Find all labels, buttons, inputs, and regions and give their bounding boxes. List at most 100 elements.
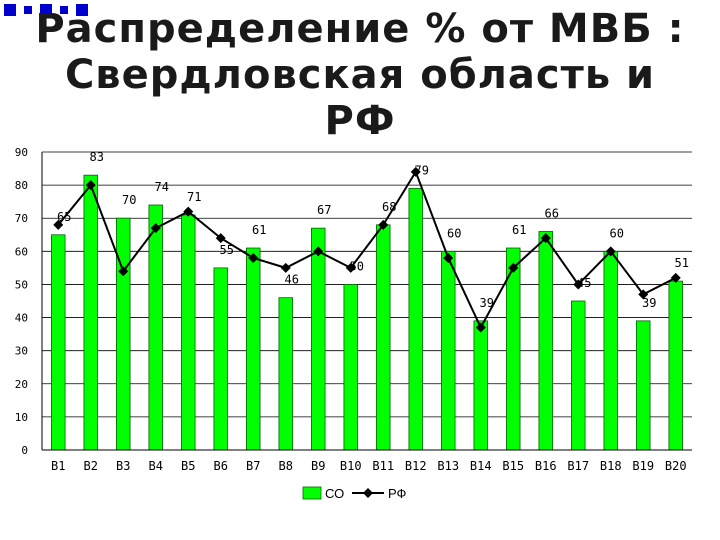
x-tick-label: В10 bbox=[340, 459, 362, 473]
bar-data-label: 61 bbox=[512, 223, 526, 237]
line-marker bbox=[410, 166, 421, 177]
bar bbox=[116, 217, 131, 451]
bar-data-label: 71 bbox=[187, 190, 201, 204]
bar-data-label: 46 bbox=[285, 273, 299, 287]
line-marker bbox=[670, 272, 681, 283]
line-path bbox=[57, 169, 677, 330]
x-tick-label: В12 bbox=[405, 459, 427, 473]
bar bbox=[538, 231, 553, 451]
bar bbox=[473, 320, 488, 451]
y-tick-label: 0 bbox=[21, 444, 28, 457]
bar bbox=[441, 250, 456, 451]
bar-data-label: 55 bbox=[220, 243, 234, 257]
slide-title-line: Свердловская область и bbox=[64, 52, 656, 98]
y-tick-label: 40 bbox=[15, 312, 28, 325]
bar-data-label: 39 bbox=[642, 296, 656, 310]
bar-data-label: 39 bbox=[480, 296, 494, 310]
bar bbox=[408, 188, 423, 451]
line-marker bbox=[85, 180, 96, 191]
bar-data-label: 67 bbox=[317, 203, 331, 217]
bar bbox=[376, 224, 391, 451]
bar bbox=[636, 320, 651, 451]
corner-square bbox=[24, 6, 32, 14]
y-tick-label: 20 bbox=[15, 378, 28, 391]
bar bbox=[148, 204, 163, 451]
bar bbox=[668, 280, 683, 451]
bar bbox=[181, 214, 196, 451]
x-tick-label: В15 bbox=[502, 459, 524, 473]
line-marker bbox=[183, 206, 194, 217]
bar bbox=[311, 227, 326, 451]
x-tick-label: В6 bbox=[214, 459, 228, 473]
bar bbox=[51, 234, 66, 451]
legend-label: РФ bbox=[388, 486, 407, 501]
line-marker bbox=[475, 322, 486, 333]
slide-title: Распределение % от МВБ : Свердловская об… bbox=[0, 6, 720, 144]
line-marker bbox=[150, 223, 161, 234]
x-tick-label: В2 bbox=[84, 459, 98, 473]
x-tick-label: В5 bbox=[181, 459, 195, 473]
legend-label: СО bbox=[325, 486, 344, 501]
x-tick-label: В13 bbox=[437, 459, 459, 473]
bar bbox=[213, 267, 228, 451]
bar bbox=[571, 300, 586, 451]
line-marker bbox=[573, 279, 584, 290]
x-tick-label: В11 bbox=[372, 459, 394, 473]
line-marker bbox=[443, 252, 454, 263]
bar-data-label: 60 bbox=[447, 226, 461, 240]
line-marker bbox=[248, 252, 259, 263]
bar bbox=[278, 297, 293, 451]
corner-decoration bbox=[4, 4, 88, 16]
x-tick-label: В1 bbox=[51, 459, 65, 473]
bar-data-label: 60 bbox=[610, 226, 624, 240]
x-tick-label: В19 bbox=[632, 459, 654, 473]
line-marker bbox=[540, 233, 551, 244]
line-marker bbox=[313, 246, 324, 257]
bar-data-label: 74 bbox=[155, 180, 169, 194]
line-marker bbox=[345, 262, 356, 273]
corner-square bbox=[60, 6, 68, 14]
y-tick-label: 50 bbox=[15, 278, 28, 291]
line-marker bbox=[215, 233, 226, 244]
legend-marker bbox=[363, 488, 373, 498]
x-tick-label: В16 bbox=[535, 459, 557, 473]
x-tick-label: В7 bbox=[246, 459, 260, 473]
y-tick-label: 70 bbox=[15, 212, 28, 225]
x-tick-label: В20 bbox=[665, 459, 687, 473]
chart-line-series bbox=[53, 166, 681, 333]
y-tick-label: 10 bbox=[15, 411, 28, 424]
slide-title-line: Распределение % от МВБ : bbox=[35, 6, 685, 52]
bar-data-label: 66 bbox=[545, 206, 559, 220]
line-marker bbox=[118, 266, 129, 277]
x-tick-label: В9 bbox=[311, 459, 325, 473]
chart-legend: СО РФ bbox=[302, 486, 407, 501]
line-marker bbox=[508, 262, 519, 273]
x-tick-label: В18 bbox=[600, 459, 622, 473]
y-tick-label: 30 bbox=[15, 345, 28, 358]
y-tick-label: 80 bbox=[15, 179, 28, 192]
chart-bars bbox=[51, 174, 683, 451]
line-marker bbox=[605, 246, 616, 257]
x-tick-label: В3 bbox=[116, 459, 130, 473]
bar bbox=[246, 247, 261, 451]
legend-swatch-bar bbox=[302, 486, 322, 500]
bar-data-label: 83 bbox=[90, 150, 104, 164]
x-tick-label: В14 bbox=[470, 459, 492, 473]
y-tick-label: 60 bbox=[15, 245, 28, 258]
x-tick-label: В4 bbox=[149, 459, 163, 473]
line-marker bbox=[638, 289, 649, 300]
bar-data-label: 61 bbox=[252, 223, 266, 237]
x-tick-label: В17 bbox=[567, 459, 589, 473]
bar-data-label: 51 bbox=[675, 256, 689, 270]
bar bbox=[83, 174, 98, 451]
corner-square bbox=[40, 4, 52, 16]
line-marker bbox=[280, 262, 291, 273]
corner-square bbox=[4, 4, 16, 16]
bar-data-label: 70 bbox=[122, 193, 136, 207]
y-tick-label: 90 bbox=[15, 146, 28, 159]
bar bbox=[343, 284, 358, 451]
chart-grid bbox=[42, 151, 692, 451]
line-marker bbox=[378, 219, 389, 230]
